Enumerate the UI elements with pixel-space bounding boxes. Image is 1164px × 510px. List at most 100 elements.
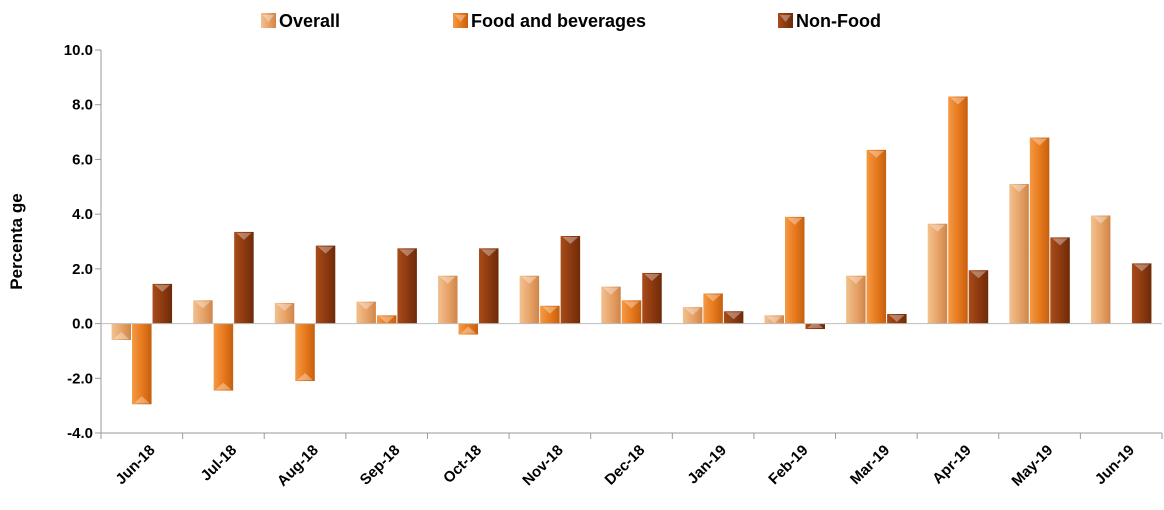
bar-cap-highlight bbox=[929, 224, 946, 232]
bar-cap-highlight bbox=[399, 249, 415, 257]
bar-sep-18-series-1 bbox=[356, 301, 376, 324]
bar-cap-highlight bbox=[1031, 138, 1048, 146]
bar-cap-highlight bbox=[134, 396, 150, 404]
bar-cap-highlight bbox=[113, 331, 130, 339]
bar-cap-highlight bbox=[236, 232, 252, 240]
legend-swatch-1 bbox=[261, 13, 276, 28]
bar-feb-19-series-2 bbox=[784, 216, 805, 324]
bar-nov-18-series-1 bbox=[519, 275, 540, 324]
bar-may-19-series-3 bbox=[1050, 237, 1070, 324]
bar-may-19-series-1 bbox=[1009, 184, 1029, 324]
bar-dec-18-series-3 bbox=[642, 272, 662, 324]
y-tick-label: 2.0 bbox=[72, 261, 93, 278]
bar-sep-18-series-3 bbox=[397, 248, 417, 324]
legend-label: Food and beverages bbox=[471, 11, 646, 31]
bar-may-19-series-2 bbox=[1029, 137, 1050, 324]
x-tick-label: Jan-19 bbox=[684, 442, 730, 488]
bar-cap-highlight bbox=[950, 97, 966, 105]
legend: Overall Food and beverages Non-Food bbox=[261, 11, 881, 31]
bar-cap-highlight bbox=[684, 308, 701, 316]
x-tick-label: Nov-18 bbox=[519, 442, 566, 489]
x-tick-label: Apr-19 bbox=[929, 442, 975, 488]
legend-swatch-highlight bbox=[263, 15, 274, 22]
bar-jul-18-series-2 bbox=[213, 323, 234, 391]
bar-jun-18-series-1 bbox=[111, 323, 132, 340]
bar-jun-19-series-1 bbox=[1090, 215, 1111, 324]
y-tick-label: 6.0 bbox=[72, 151, 93, 168]
bar-cap-highlight bbox=[154, 284, 171, 292]
x-tick-label: Sep-18 bbox=[357, 442, 404, 489]
bar-oct-18-series-3 bbox=[479, 248, 499, 324]
bar-jun-18-series-3 bbox=[152, 283, 173, 324]
y-axis: 10.0 8.0 6.0 4.0 2.0 0.0 -2.0 -4.0 bbox=[64, 42, 102, 442]
bar-cap-highlight bbox=[889, 314, 905, 322]
bar-cap-highlight bbox=[460, 326, 477, 334]
bar-nov-18-series-2 bbox=[540, 305, 560, 324]
bar-apr-19-series-2 bbox=[948, 96, 968, 324]
y-tick-label: 0.0 bbox=[72, 316, 93, 333]
y-tick-label: -2.0 bbox=[67, 370, 93, 387]
bar-apr-19-series-3 bbox=[968, 270, 989, 324]
bar-jul-18-series-1 bbox=[193, 300, 213, 324]
legend-swatch-3 bbox=[778, 13, 793, 28]
bar-cap-highlight bbox=[215, 382, 232, 390]
x-tick-label: Feb-19 bbox=[765, 442, 811, 488]
x-tick-label: May-19 bbox=[1008, 442, 1056, 490]
bar-cap-highlight bbox=[440, 276, 456, 284]
bar-cap-highlight bbox=[868, 150, 885, 158]
bar-cap-highlight bbox=[786, 217, 803, 225]
bar-feb-19-series-1 bbox=[764, 315, 784, 324]
bar-cap-highlight bbox=[705, 294, 721, 302]
legend-swatch-highlight bbox=[780, 15, 791, 22]
bar-dec-18-series-2 bbox=[621, 300, 642, 324]
bar-cap-highlight bbox=[521, 276, 538, 284]
x-tick-label: Jul-18 bbox=[198, 442, 241, 485]
bar-cap-highlight bbox=[1133, 264, 1150, 272]
x-tick-label: Oct-18 bbox=[440, 442, 485, 487]
bar-cap-highlight bbox=[481, 249, 497, 257]
bar-cap-highlight bbox=[807, 321, 823, 329]
bar-cap-highlight bbox=[195, 301, 211, 309]
bar-cap-highlight bbox=[766, 316, 782, 324]
x-axis: Jun-18 Jul-18 Aug-18 Sep-18 Oct-18 Nov-18 Dec-… bbox=[100, 323, 1163, 490]
x-tick-label: Aug-18 bbox=[274, 442, 322, 490]
bar-cap-highlight bbox=[725, 312, 742, 320]
bars bbox=[111, 96, 1152, 405]
bar-apr-19-series-1 bbox=[927, 223, 948, 324]
bar-sep-18-series-2 bbox=[376, 315, 397, 324]
x-tick-label: Jun-18 bbox=[112, 442, 158, 488]
bar-jan-19-series-3 bbox=[723, 311, 744, 324]
bar-cap-highlight bbox=[317, 246, 334, 254]
bar-jul-18-series-3 bbox=[234, 231, 254, 324]
bar-cap-highlight bbox=[1011, 185, 1027, 193]
bar-jun-18-series-2 bbox=[132, 323, 152, 405]
bar-aug-18-series-3 bbox=[315, 245, 336, 324]
y-tick-label: 8.0 bbox=[72, 97, 93, 114]
legend-label: Overall bbox=[279, 11, 340, 31]
bar-cap-highlight bbox=[378, 316, 395, 324]
bar-cap-highlight bbox=[1052, 238, 1068, 246]
bar-feb-19-series-3 bbox=[805, 323, 825, 330]
bar-cap-highlight bbox=[276, 304, 293, 312]
bar-aug-18-series-2 bbox=[295, 323, 315, 382]
bar-jun-19-series-3 bbox=[1131, 263, 1152, 324]
bar-cap-highlight bbox=[848, 276, 864, 284]
bar-cap-highlight bbox=[644, 273, 660, 281]
bar-cap-highlight bbox=[562, 237, 579, 245]
legend-swatch-highlight bbox=[455, 15, 466, 22]
y-tick-label: 4.0 bbox=[72, 206, 93, 223]
x-tick-label: Jun-19 bbox=[1092, 442, 1138, 488]
bar-cap-highlight bbox=[1092, 216, 1109, 224]
bar-oct-18-series-1 bbox=[438, 275, 458, 324]
x-tick-label: Mar-19 bbox=[847, 442, 893, 488]
y-axis-label: Percenta ge bbox=[7, 193, 26, 289]
bar-cap-highlight bbox=[623, 301, 640, 309]
bar-oct-18-series-2 bbox=[458, 323, 479, 335]
bar-jan-19-series-2 bbox=[703, 293, 723, 324]
bar-mar-19-series-3 bbox=[887, 313, 907, 324]
bar-jan-19-series-1 bbox=[682, 307, 703, 324]
y-tick-label: 10.0 bbox=[64, 42, 93, 59]
bar-aug-18-series-1 bbox=[274, 303, 295, 324]
legend-swatch-2 bbox=[453, 13, 468, 28]
